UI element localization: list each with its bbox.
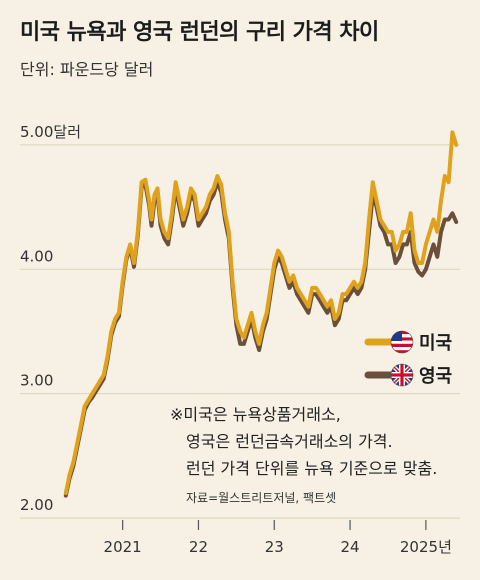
x-tick-label: 24: [341, 538, 360, 556]
x-tick-label: 23: [265, 538, 284, 556]
footnote: ※미국은 뉴욕상품거래소, 영국은 런던금속거래소의 가격. 런던 가격 단위를 뉴…: [170, 405, 437, 505]
x-tick-label: 2025년: [400, 538, 452, 556]
x-axis: 2021 22 23 24 2025년: [104, 520, 452, 556]
footnote-line: 영국은 런던금속거래소의 가격.: [186, 432, 393, 451]
legend-label: 영국: [419, 366, 452, 387]
uk-flag-icon: [390, 363, 414, 387]
us-price-line: [63, 130, 459, 496]
chart-subtitle: 단위: 파운드당 달러: [20, 60, 154, 79]
y-tick-label: 4.00: [20, 247, 53, 265]
footnote-line: 런던 가격 단위를 뉴욕 기준으로 맞춤.: [186, 459, 437, 478]
y-tick-label: 5.00달러: [20, 123, 81, 141]
series-lines: [63, 130, 459, 498]
us-flag-icon: [390, 330, 414, 354]
source-credit: 자료=월스트리트저널, 팩트셋: [186, 491, 336, 505]
footnote-line: ※미국은 뉴욕상품거래소,: [170, 405, 341, 424]
page-title: 미국 뉴욕과 영국 런던의 구리 가격 차이: [20, 20, 379, 45]
x-tick-label: 2021: [104, 538, 142, 556]
y-tick-label: 2.00: [20, 496, 53, 514]
x-tick-label: 22: [189, 538, 208, 556]
legend-label: 미국: [419, 333, 452, 354]
y-tick-label: 3.00: [20, 372, 53, 390]
